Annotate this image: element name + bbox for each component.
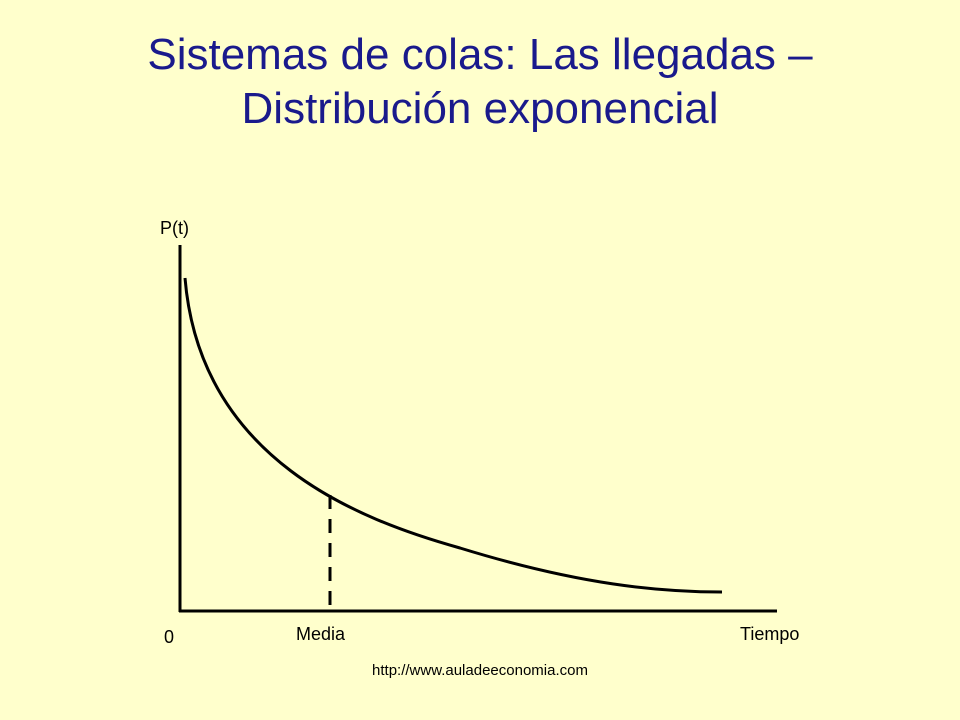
slide-title-line-1: Sistemas de colas: Las llegadas – (147, 30, 813, 79)
x-axis-label: Tiempo (740, 624, 800, 644)
slide-title: Sistemas de colas: Las llegadas – Distri… (0, 28, 960, 136)
exponential-decay-curve (183, 277, 723, 594)
slide-title-line-2: Distribución exponencial (241, 84, 719, 133)
origin-label: 0 (164, 627, 175, 647)
mean-label: Media (296, 624, 346, 644)
y-axis-label: P(t) (160, 218, 189, 238)
footer-url: http://www.auladeeconomia.com (372, 662, 588, 679)
